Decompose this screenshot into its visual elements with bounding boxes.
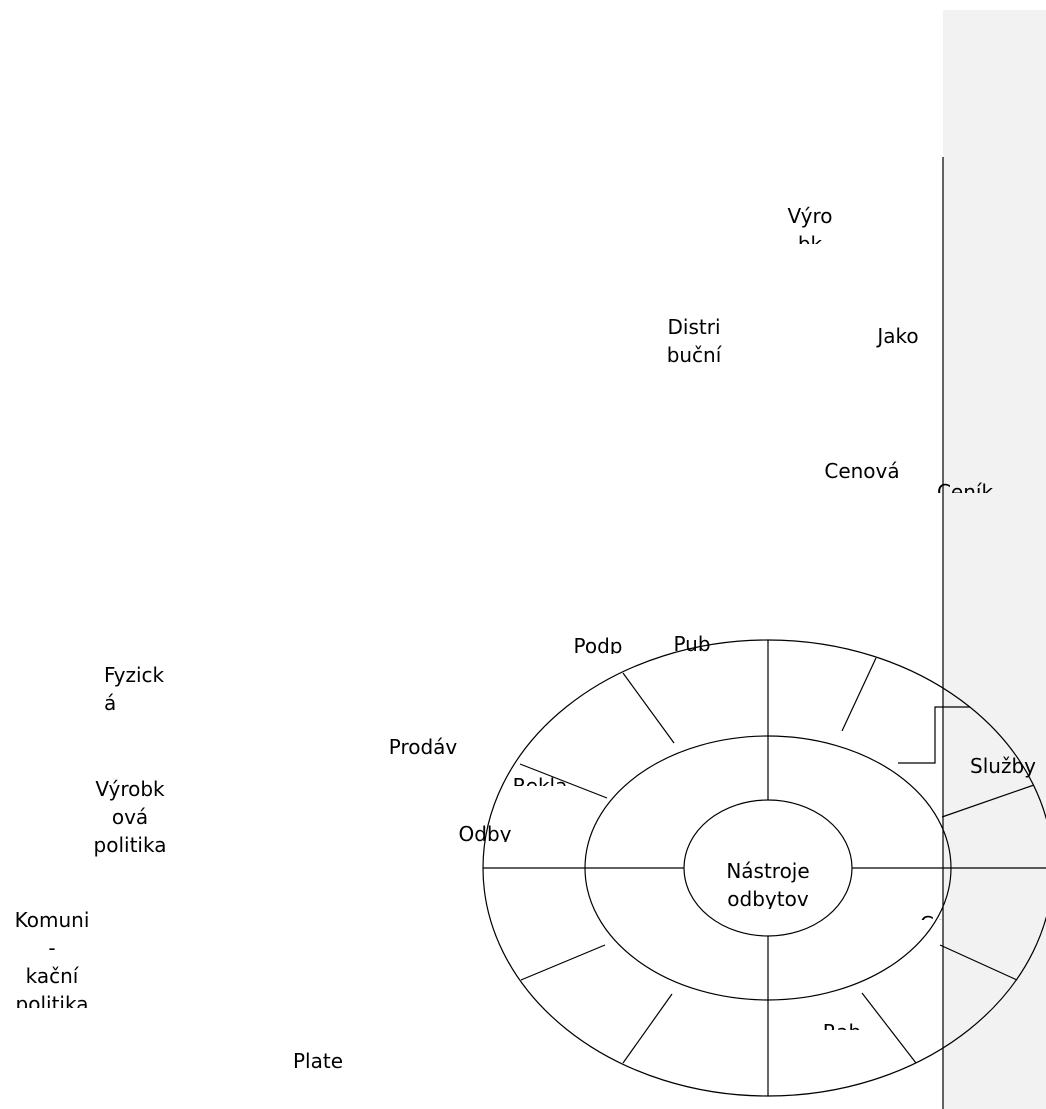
label-cenova-below: Ceník [936, 480, 994, 493]
label-rekla: Rekla [512, 774, 568, 786]
segment-ur-2 [941, 784, 1035, 818]
label-prodav: Prodáv [388, 735, 458, 759]
segment-ul-2 [519, 763, 608, 799]
label-vyrobkova-politika: Výrobk ová politika [93, 777, 167, 857]
segment-ur-1 [841, 657, 877, 732]
label-vyro: Výro bk [787, 204, 833, 244]
label-komunikacni-politika: Komuni - kační politika [14, 908, 90, 1008]
segment-lr-1 [939, 944, 1018, 981]
segment-ll-2 [622, 993, 673, 1064]
label-cut-right: Ce [918, 910, 948, 920]
segment-ul-1 [622, 672, 675, 744]
label-fyzicka: Fyzick á [104, 663, 165, 715]
segment-ll-1 [520, 944, 606, 981]
label-odby: Odby [458, 822, 512, 842]
label-center: Nástroje odbytov [726, 859, 810, 909]
side-panel [943, 10, 1046, 1109]
sluzby-connector [898, 706, 970, 764]
label-distribucni: Distri buční [666, 315, 722, 367]
label-jako: Jako [877, 324, 919, 348]
label-plate: Plate [292, 1049, 344, 1073]
segment-lr-2 [861, 992, 917, 1064]
label-podp: Podp [573, 634, 623, 654]
label-sluzby: Služby [970, 754, 1036, 778]
label-pub: Pub [673, 632, 711, 652]
label-cenova: Cenová [824, 459, 900, 483]
label-cut-bottom: Rab [812, 1018, 872, 1030]
